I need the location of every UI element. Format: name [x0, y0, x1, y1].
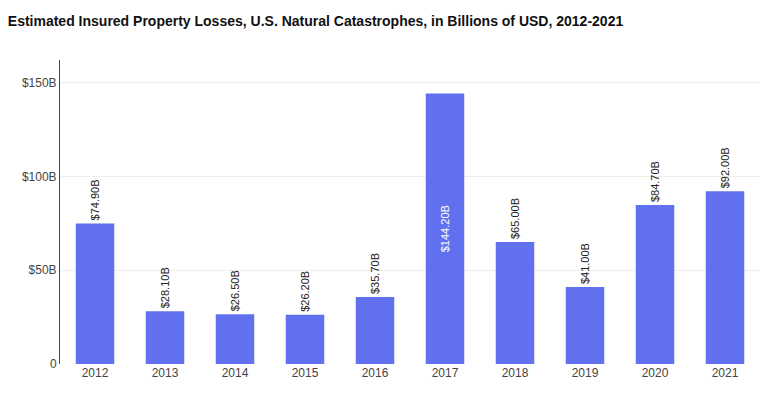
svg-text:$65.00B: $65.00B	[509, 198, 521, 239]
svg-text:$26.50B: $26.50B	[229, 270, 241, 311]
svg-text:$41.00B: $41.00B	[579, 243, 591, 284]
svg-text:$74.90B: $74.90B	[89, 179, 101, 220]
svg-text:2013: 2013	[152, 366, 179, 380]
svg-text:$92.00B: $92.00B	[719, 147, 731, 188]
svg-text:2017: 2017	[432, 366, 459, 380]
svg-text:2019: 2019	[572, 366, 599, 380]
svg-text:0: 0	[50, 357, 57, 371]
svg-text:2020: 2020	[642, 366, 669, 380]
svg-text:$144.20B: $144.20B	[439, 205, 451, 252]
svg-text:$100B: $100B	[22, 170, 57, 184]
svg-text:2018: 2018	[502, 366, 529, 380]
svg-text:2012: 2012	[82, 366, 109, 380]
svg-text:Estimated Insured Property Los: Estimated Insured Property Losses, U.S. …	[8, 13, 624, 29]
svg-text:$150B: $150B	[22, 76, 57, 90]
svg-text:$28.10B: $28.10B	[159, 267, 171, 308]
svg-text:2016: 2016	[362, 366, 389, 380]
svg-text:$35.70B: $35.70B	[369, 253, 381, 294]
svg-text:2014: 2014	[222, 366, 249, 380]
svg-text:$50B: $50B	[29, 263, 57, 277]
svg-text:$26.20B: $26.20B	[299, 271, 311, 312]
svg-text:2015: 2015	[292, 366, 319, 380]
svg-text:$84.70B: $84.70B	[649, 161, 661, 202]
svg-text:2021: 2021	[712, 366, 739, 380]
